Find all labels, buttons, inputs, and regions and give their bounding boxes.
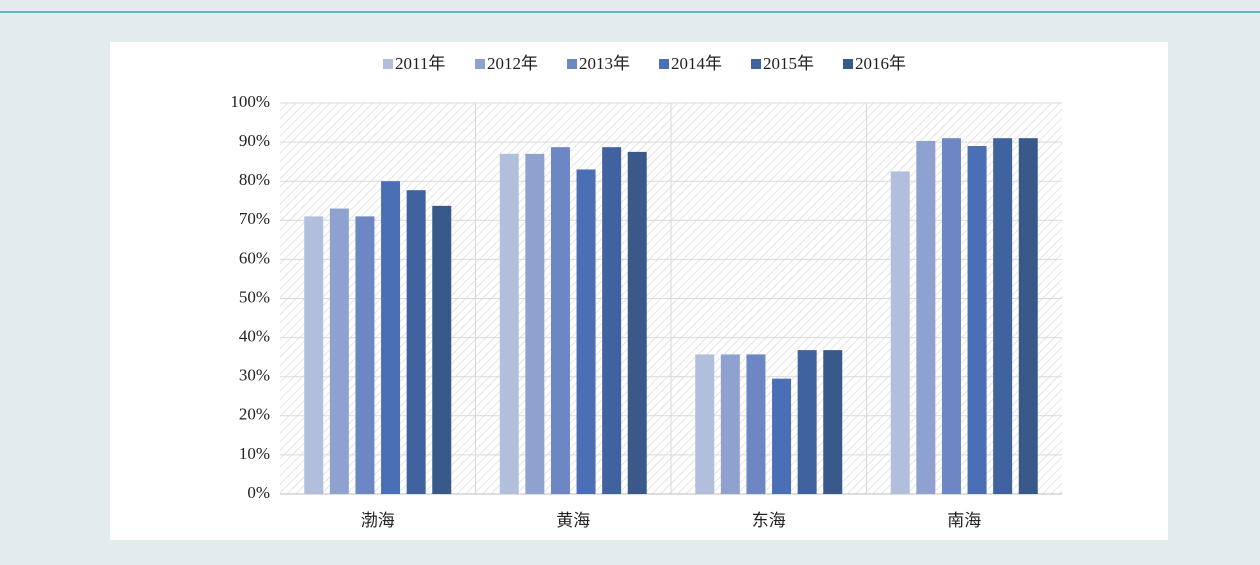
y-tick-label: 10%	[239, 444, 270, 463]
bar	[941, 138, 961, 494]
x-tick-label: 黄海	[556, 511, 590, 530]
y-tick-label: 60%	[239, 248, 270, 267]
bar	[432, 205, 452, 494]
legend-swatch	[843, 59, 853, 69]
y-tick-label: 70%	[239, 209, 270, 228]
y-tick-label: 40%	[239, 327, 270, 346]
y-tick-label: 0%	[247, 483, 270, 502]
x-tick-label: 东海	[752, 511, 786, 530]
legend-swatch	[383, 59, 393, 69]
legend-label: 2014年	[671, 54, 722, 73]
bar	[499, 153, 519, 494]
y-tick-label: 90%	[239, 131, 270, 150]
legend-label: 2012年	[487, 54, 538, 73]
legend-label: 2013年	[579, 54, 630, 73]
y-tick-label: 50%	[239, 287, 270, 306]
bar	[602, 147, 622, 495]
bar	[550, 147, 570, 495]
legend-label: 2015年	[763, 54, 814, 73]
y-tick-label: 30%	[239, 366, 270, 385]
legend-swatch	[659, 59, 669, 69]
y-tick-label: 80%	[239, 170, 270, 189]
bar	[993, 138, 1013, 494]
legend-label: 2016年	[855, 54, 906, 73]
bar	[576, 169, 596, 494]
bar	[695, 354, 715, 494]
x-tick-label: 渤海	[361, 511, 395, 530]
bar	[823, 350, 843, 494]
bar	[627, 151, 647, 494]
x-tick-label: 南海	[947, 511, 981, 530]
bar	[381, 181, 401, 494]
legend-swatch	[475, 59, 485, 69]
bar	[916, 140, 936, 494]
bar	[525, 153, 545, 494]
bar	[406, 190, 426, 494]
legend-swatch	[751, 59, 761, 69]
bar	[746, 354, 766, 494]
bar	[304, 216, 324, 494]
y-tick-label: 100%	[230, 92, 270, 111]
bar	[797, 350, 817, 494]
bar	[355, 216, 375, 494]
legend-swatch	[567, 59, 577, 69]
y-tick-label: 20%	[239, 405, 270, 424]
legend-label: 2011年	[395, 54, 445, 73]
bar	[329, 208, 349, 494]
bar	[720, 354, 740, 494]
bar	[1018, 138, 1038, 494]
bar	[772, 378, 792, 494]
bar	[967, 146, 987, 494]
bar	[890, 171, 910, 495]
